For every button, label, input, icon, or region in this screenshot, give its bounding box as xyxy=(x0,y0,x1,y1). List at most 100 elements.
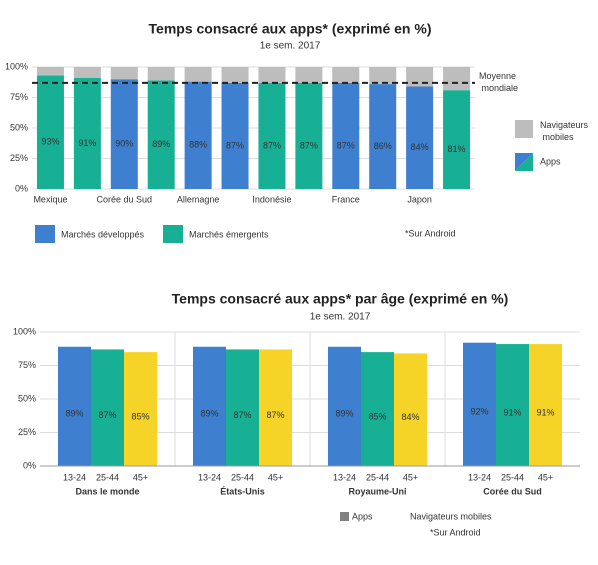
y-tick-label: 75% xyxy=(10,92,28,102)
x-tick-label: Mexique xyxy=(33,194,67,204)
value-label: 91% xyxy=(536,407,554,417)
y-tick-label: 0% xyxy=(15,183,28,193)
x-tick-label: Indonésie xyxy=(252,194,291,204)
value-label: 87% xyxy=(266,410,284,420)
bar xyxy=(124,352,157,466)
value-label: 92% xyxy=(470,407,488,417)
bar-segment xyxy=(295,82,323,189)
x-tick-label: France xyxy=(332,194,360,204)
bar-segment xyxy=(332,82,360,189)
bar-segment xyxy=(369,67,397,85)
bar xyxy=(58,346,91,466)
value-label: 91% xyxy=(503,407,521,417)
bar-segment xyxy=(295,67,323,83)
bar xyxy=(226,349,259,466)
value-label: 87% xyxy=(226,140,244,150)
bar-segment xyxy=(258,67,286,83)
bar-segment xyxy=(73,77,101,189)
y-tick-label: 25% xyxy=(18,427,36,437)
bar xyxy=(394,353,427,466)
legend-label: Marchés émergents xyxy=(189,229,269,239)
legend-swatch xyxy=(340,512,349,521)
value-label: 88% xyxy=(189,140,207,150)
bar-segment xyxy=(184,67,212,82)
bar-segment xyxy=(221,82,249,189)
value-label: 87% xyxy=(263,140,281,150)
x-tick-label: 25-44 xyxy=(366,472,389,482)
y-tick-label: 50% xyxy=(18,393,36,403)
value-label: 81% xyxy=(448,144,466,154)
bar-segment xyxy=(406,67,434,87)
bar-segment xyxy=(406,86,434,189)
bar xyxy=(259,349,292,466)
y-tick-label: 50% xyxy=(10,122,28,132)
x-tick-label: 25-44 xyxy=(96,472,119,482)
bar-segment xyxy=(332,67,360,83)
x-tick-label: Allemagne xyxy=(177,194,220,204)
group-label: Dans le monde xyxy=(75,486,139,496)
value-label: 89% xyxy=(335,409,353,419)
bar xyxy=(91,349,124,466)
bar-segment xyxy=(221,67,249,83)
legend-label: Apps xyxy=(352,511,373,521)
chart-title: Temps consacré aux apps* par âge (exprim… xyxy=(172,291,509,307)
bar-segment xyxy=(110,79,138,189)
y-tick-label: 75% xyxy=(18,360,36,370)
value-label: 86% xyxy=(374,141,392,151)
value-label: 85% xyxy=(368,411,386,421)
x-tick-label: 45+ xyxy=(268,472,283,482)
reference-label: Moyenne mondiale xyxy=(479,71,518,93)
y-tick-label: 25% xyxy=(10,153,28,163)
bar xyxy=(496,344,529,466)
value-label: 84% xyxy=(411,142,429,152)
y-tick-label: 0% xyxy=(23,460,36,470)
value-label: 93% xyxy=(41,137,59,147)
legend-label: Navigateurs mobiles xyxy=(540,120,589,142)
bar-segment xyxy=(443,67,471,91)
x-tick-label: 13-24 xyxy=(333,472,356,482)
bar-segment xyxy=(443,90,471,189)
bar xyxy=(463,342,496,466)
bar-segment xyxy=(36,75,64,189)
x-tick-label: 25-44 xyxy=(501,472,524,482)
bar-segment xyxy=(73,67,101,78)
x-tick-label: 45+ xyxy=(538,472,553,482)
legend-label: Apps xyxy=(540,156,561,166)
bar xyxy=(193,346,226,466)
value-label: 87% xyxy=(300,140,318,150)
legend-swatch xyxy=(35,225,55,243)
group-label: États-Unis xyxy=(220,486,265,496)
note: *Sur Android xyxy=(430,527,481,537)
group-label: Corée du Sud xyxy=(483,486,542,496)
legend-label: Marchés développés xyxy=(61,229,145,239)
bar-segment xyxy=(110,67,138,80)
legend-swatch xyxy=(515,153,533,171)
value-label: 87% xyxy=(233,410,251,420)
legend-swatch xyxy=(515,120,533,138)
bar-segment xyxy=(147,67,175,81)
x-tick-label: 13-24 xyxy=(198,472,221,482)
chart-subtitle: 1e sem. 2017 xyxy=(260,41,321,52)
x-tick-label: 13-24 xyxy=(468,472,491,482)
value-label: 89% xyxy=(152,139,170,149)
value-label: 85% xyxy=(131,411,149,421)
value-label: 90% xyxy=(115,138,133,148)
x-tick-label: 13-24 xyxy=(63,472,86,482)
x-tick-label: Corée du Sud xyxy=(97,194,153,204)
value-label: 87% xyxy=(337,140,355,150)
x-tick-label: 45+ xyxy=(133,472,148,482)
x-tick-label: 45+ xyxy=(403,472,418,482)
bar-segment xyxy=(369,84,397,189)
legend-label: Navigateurs mobiles xyxy=(410,511,492,521)
bar-segment xyxy=(184,81,212,189)
y-tick-label: 100% xyxy=(5,61,28,71)
bar xyxy=(328,346,361,466)
y-tick-label: 100% xyxy=(13,326,36,336)
x-tick-label: Japon xyxy=(407,194,432,204)
value-label: 84% xyxy=(401,412,419,422)
bar xyxy=(529,344,562,466)
group-label: Royaume-Uni xyxy=(348,486,406,496)
value-label: 89% xyxy=(200,409,218,419)
bar xyxy=(361,352,394,466)
